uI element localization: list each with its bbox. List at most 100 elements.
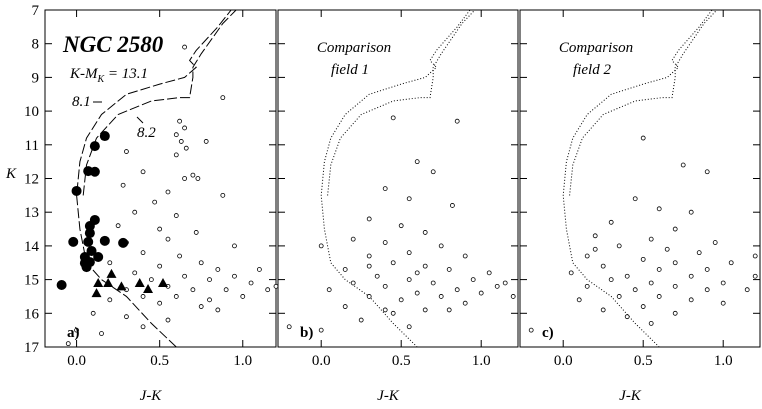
field-point xyxy=(680,162,686,168)
field-point xyxy=(656,206,662,212)
field-point xyxy=(704,287,710,293)
field-point xyxy=(704,267,710,272)
annotation-part: K-M xyxy=(69,66,99,82)
field-point xyxy=(462,300,468,306)
triangle-point xyxy=(106,268,117,278)
field-point xyxy=(632,196,638,202)
field-point xyxy=(720,280,726,286)
field-point xyxy=(414,159,420,165)
triangle-point xyxy=(157,277,168,287)
field-point xyxy=(688,297,694,303)
field-point xyxy=(240,294,246,299)
field-point xyxy=(568,270,574,276)
field-point xyxy=(157,263,163,269)
field-point xyxy=(438,294,444,299)
isochrone-label: 8.2 xyxy=(137,125,156,141)
field-point xyxy=(449,203,455,208)
field-point xyxy=(248,280,254,286)
field-point xyxy=(486,270,492,276)
field-point xyxy=(232,273,237,279)
field-point xyxy=(696,250,702,256)
member-point xyxy=(81,262,92,273)
field-point xyxy=(672,310,678,316)
field-point xyxy=(350,280,356,286)
isochrone xyxy=(562,9,713,348)
field-point xyxy=(592,233,598,239)
member-point xyxy=(71,185,82,196)
field-point xyxy=(350,236,356,242)
field-point xyxy=(215,267,221,272)
annotation: Comparison xyxy=(559,40,633,56)
field-point xyxy=(616,294,622,299)
isochrone xyxy=(76,9,232,348)
y-tick-label: 13 xyxy=(24,205,39,221)
field-point xyxy=(720,300,726,306)
panel-label: a) xyxy=(67,325,80,341)
field-point xyxy=(366,253,372,259)
field-point xyxy=(183,145,189,151)
field-point xyxy=(672,283,678,289)
field-point xyxy=(157,226,163,232)
annotation: Comparison xyxy=(317,40,391,56)
field-point xyxy=(286,324,292,330)
field-point xyxy=(178,139,184,144)
field-point xyxy=(600,263,606,269)
y-tick-label: 10 xyxy=(24,104,39,120)
isochrone xyxy=(327,9,476,196)
field-point xyxy=(616,243,622,249)
field-point xyxy=(195,176,201,181)
field-point xyxy=(640,304,646,309)
field-point xyxy=(173,152,179,158)
field-point xyxy=(688,273,694,279)
x-tick-label: 0.5 xyxy=(634,353,653,369)
y-tick-label: 17 xyxy=(24,340,40,356)
field-point xyxy=(414,270,420,276)
annotation: field 2 xyxy=(573,62,611,78)
y-tick-label: 15 xyxy=(24,273,39,289)
field-point xyxy=(182,273,187,279)
field-point xyxy=(688,209,694,215)
field-point xyxy=(374,273,380,279)
field-point xyxy=(390,115,396,121)
field-point xyxy=(148,277,154,283)
field-point xyxy=(406,250,412,256)
field-point xyxy=(382,307,388,313)
y-tick-label: 11 xyxy=(25,138,39,154)
y-tick-label: 8 xyxy=(32,37,40,53)
y-tick-label: 9 xyxy=(32,70,40,86)
field-point xyxy=(640,256,646,262)
member-point xyxy=(99,131,110,142)
field-point xyxy=(198,304,204,309)
x-tick-label: 0.5 xyxy=(150,353,169,369)
field-point xyxy=(470,277,476,283)
field-point xyxy=(648,236,654,242)
member-point xyxy=(93,252,104,263)
field-point xyxy=(624,273,630,279)
plot-frame xyxy=(277,9,519,348)
field-point xyxy=(752,273,758,279)
field-point xyxy=(90,310,96,316)
field-point xyxy=(140,169,146,175)
field-point xyxy=(132,270,138,276)
member-point xyxy=(83,236,94,247)
field-point xyxy=(744,287,750,293)
panel-label: c) xyxy=(542,325,554,341)
field-point xyxy=(576,297,582,303)
triangle-point xyxy=(143,284,154,294)
field-point xyxy=(592,246,598,252)
isochrone xyxy=(569,9,718,196)
field-point xyxy=(584,283,590,289)
field-point xyxy=(430,169,436,175)
isochrone xyxy=(320,9,471,348)
field-point xyxy=(672,226,678,232)
field-point xyxy=(446,307,452,313)
field-point xyxy=(462,253,468,259)
field-point xyxy=(406,277,412,283)
field-point xyxy=(406,196,412,202)
triangle-point xyxy=(93,277,104,287)
field-point xyxy=(140,324,146,330)
field-point xyxy=(99,331,104,336)
panel: 0.0 0.5 1.0 7 8 9 10 11 12 13 14 15 16 17 J-K Ka) NGC 25… xyxy=(5,3,279,404)
field-point xyxy=(65,341,71,347)
